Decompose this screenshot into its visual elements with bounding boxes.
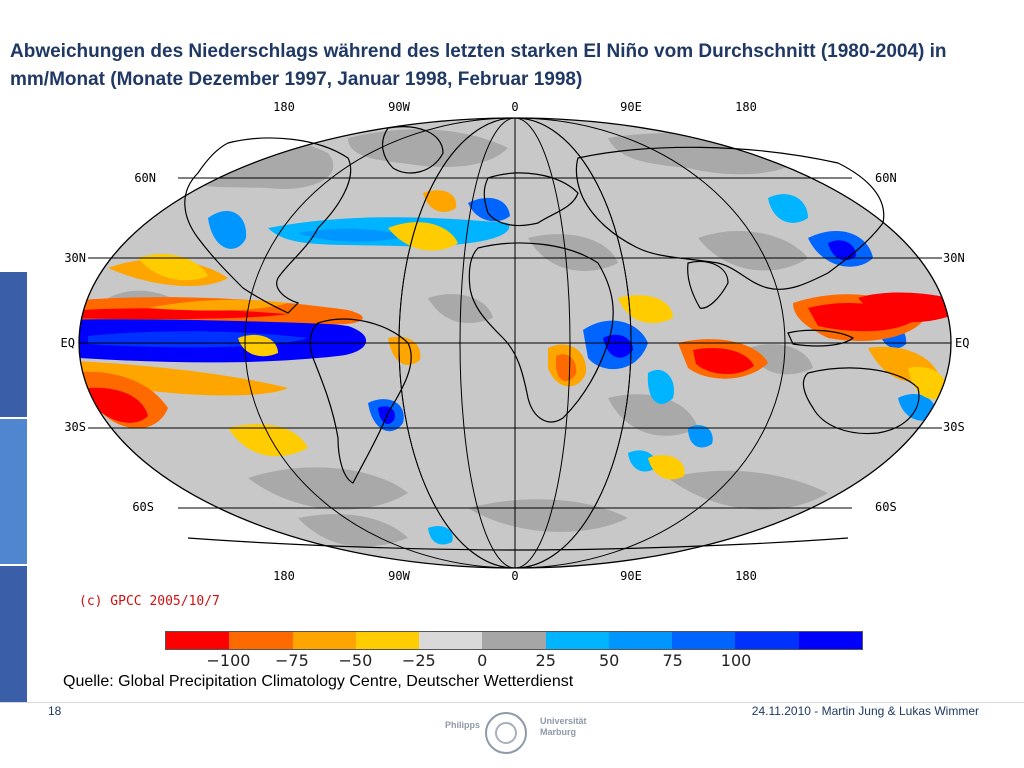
source-citation: Quelle: Global Precipitation Climatology…	[63, 673, 574, 690]
lon-label-bottom-2: 90W	[388, 569, 410, 583]
university-logo: Philipps Universität Marburg	[445, 712, 587, 756]
precipitation-anomaly-map: 180 90W 0 90E 180 180 90W 0 90E 180 60N …	[61, 100, 970, 583]
logo-text-university: Universität Marburg	[540, 716, 587, 738]
south-america-outline	[309, 318, 412, 484]
legend-label: 75	[662, 651, 683, 670]
lon-label-top-1: 180	[273, 100, 295, 114]
antarctica-outline	[187, 537, 849, 551]
legend-label: −25	[401, 651, 436, 670]
university-seal-icon	[485, 712, 527, 754]
lon-label-top-4: 90E	[620, 100, 642, 114]
legend-swatch	[672, 632, 736, 649]
legend-swatch	[482, 632, 546, 649]
asia-outline	[575, 146, 885, 290]
europe-outline	[483, 172, 579, 227]
side-bar-1	[0, 272, 27, 417]
lat-label-right-3: EQ	[955, 336, 969, 350]
logo-text-marburg: Marburg	[540, 727, 576, 737]
australia-outline	[802, 367, 920, 435]
legend-label: 0	[477, 651, 488, 670]
lon-label-bottom-5: 180	[735, 569, 757, 583]
legend-swatch	[798, 632, 862, 649]
lat-label-right-1: 60N	[875, 171, 897, 185]
lon-label-bottom-3: 0	[511, 569, 518, 583]
logo-text-philipps: Philipps	[445, 720, 481, 730]
side-bar-2	[0, 419, 27, 564]
africa-outline	[468, 242, 614, 423]
color-legend-bar	[165, 631, 863, 650]
legend-swatch	[166, 632, 230, 649]
lat-labels-left: 60N 30N EQ 30S 60S	[61, 171, 156, 514]
legend-swatch	[229, 632, 293, 649]
lat-label-left-2: 30N	[64, 251, 86, 265]
negative-anomaly-dry-red	[79, 190, 951, 480]
lon-labels-top: 180 90W 0 90E 180	[273, 100, 757, 114]
lon-label-bottom-1: 180	[273, 569, 295, 583]
legend-swatch	[355, 632, 420, 649]
legend-swatch	[419, 632, 483, 649]
lon-label-top-3: 0	[511, 100, 518, 114]
legend-label: 100	[720, 651, 752, 670]
legend-swatch	[292, 632, 356, 649]
india-outline	[687, 261, 729, 309]
color-legend-labels: −100 −75 −50 −25 0 25 50 75 100	[165, 651, 863, 671]
greenland-outline	[381, 126, 444, 174]
legend-swatch	[545, 632, 609, 649]
lat-label-right-5: 60S	[875, 500, 897, 514]
lat-label-right-2: 30N	[943, 251, 965, 265]
legend-swatch	[608, 632, 673, 649]
lat-label-right-4: 30S	[943, 420, 965, 434]
globe-border	[78, 117, 952, 569]
logo-text-universitat: Universität	[540, 716, 587, 726]
legend-label: 25	[535, 651, 556, 670]
lon-label-top-2: 90W	[388, 100, 410, 114]
footer-divider	[0, 702, 1024, 703]
legend-label: 50	[598, 651, 620, 670]
north-america-outline	[184, 137, 352, 314]
legend-swatch	[735, 632, 799, 649]
lon-label-top-5: 180	[735, 100, 757, 114]
page-number: 18	[48, 704, 62, 718]
side-accent-bars	[0, 272, 27, 702]
continent-outlines	[184, 126, 920, 551]
gpcc-copyright: (c) GPCC 2005/10/7	[79, 594, 220, 609]
legend-label: −100	[206, 651, 251, 670]
lat-labels-right: 60N 30N EQ 30S 60S	[875, 171, 969, 514]
lat-label-left-5: 60S	[132, 500, 154, 514]
legend-label: −50	[338, 651, 373, 670]
slide-title: Abweichungen des Niederschlags während d…	[10, 41, 947, 90]
anomaly-fields	[79, 129, 951, 547]
dry-normal-patches	[108, 129, 828, 547]
lat-label-left-3: EQ	[61, 336, 75, 350]
lon-labels-bottom: 180 90W 0 90E 180	[273, 569, 757, 583]
lat-label-left-4: 30S	[64, 420, 86, 434]
legend-label: −75	[275, 651, 309, 670]
side-bar-3	[0, 566, 27, 702]
footer-date-authors: 24.11.2010 - Martin Jung & Lukas Wimmer	[751, 704, 979, 718]
indonesia-outline	[787, 329, 855, 347]
lon-label-bottom-4: 90E	[620, 569, 642, 583]
lat-label-left-1: 60N	[134, 171, 156, 185]
